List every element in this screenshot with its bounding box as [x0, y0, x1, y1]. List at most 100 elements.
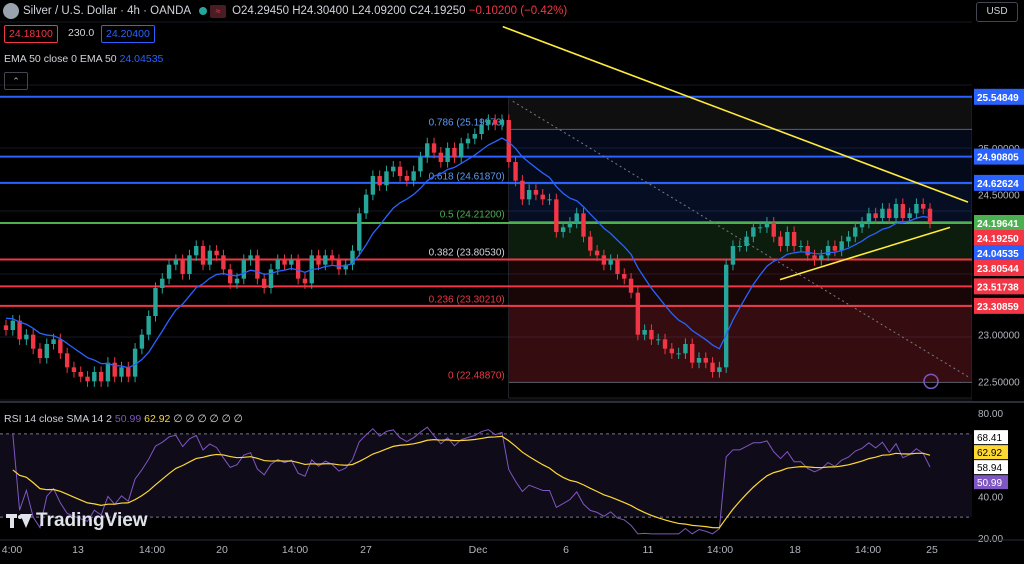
candle-body [723, 264, 729, 368]
candle-body [921, 204, 926, 209]
candle-body [30, 334, 36, 349]
price-level-label: 24.19641 [977, 219, 1019, 230]
candles-group [3, 114, 933, 387]
price-level-label-bg [974, 260, 1024, 277]
chart-header: Silver / U.S. Dollar · 4h · OANDA ≈ O24.… [0, 0, 567, 22]
candle-body [853, 227, 858, 237]
candle-body [622, 274, 627, 279]
ohlc-high: H24.30400 [292, 5, 349, 17]
candle-body [132, 348, 138, 377]
candle-body [180, 260, 185, 274]
candle-body [710, 362, 715, 372]
tradingview-brand-text: TradingView [36, 510, 148, 531]
candle-body [105, 362, 111, 382]
currency-button[interactable]: USD [976, 2, 1018, 22]
candle-body [567, 222, 573, 228]
candle-body [58, 339, 63, 354]
price-level-label: 23.80544 [977, 264, 1019, 275]
time-axis-tick: 4:00 [2, 544, 23, 556]
candle-body [119, 367, 124, 377]
market-open-dot-icon [199, 7, 208, 15]
spread-value: 230.0 [68, 27, 95, 39]
candle-body [438, 152, 444, 162]
candle-body [757, 227, 763, 229]
dotted-diagonal-line [512, 100, 969, 378]
tradingview-logo: TradingView [6, 510, 148, 532]
candle-body [771, 222, 776, 237]
rsi-legend-extras: ∅ ∅ ∅ ∅ ∅ ∅ [173, 413, 243, 425]
time-axis-tick: Dec [469, 544, 488, 556]
candle-body [350, 250, 355, 265]
candle-body [846, 236, 851, 242]
symbol-title[interactable]: Silver / U.S. Dollar · 4h · OANDA [23, 5, 192, 17]
ohlc-low: L24.09200 [351, 5, 407, 17]
rsi-sma-line [12, 435, 931, 529]
candle-body [893, 204, 899, 218]
rsi-legend[interactable]: RSI 14 close SMA 14 2 50.99 62.92 ∅ ∅ ∅ … [4, 413, 243, 425]
candle-body [295, 260, 301, 279]
candle-body [98, 372, 104, 382]
rsi-value-label: 50.99 [977, 478, 1002, 489]
price-level-label-bg [974, 148, 1024, 165]
price-level-label: 24.19250 [977, 234, 1019, 245]
candle-body [17, 320, 22, 340]
price-level-label-bg [974, 297, 1024, 314]
price-level-label-bg [974, 230, 1024, 247]
candle-body [737, 246, 742, 247]
price-axis-tick: 22.50000 [978, 377, 1020, 388]
time-axis-tick: 14:00 [139, 544, 165, 556]
rsi-axis-tick: 80.00 [978, 409, 1003, 420]
candle-body [139, 334, 145, 349]
rsi-value-label-bg [974, 430, 1008, 445]
candle-body [812, 255, 817, 260]
ema-50-line [5, 137, 931, 369]
candle-body [628, 278, 634, 293]
candle-body [51, 339, 56, 344]
ema-legend-value: 24.04535 [119, 53, 164, 65]
candle-body [452, 148, 457, 158]
price-axis-tick: 24.50000 [978, 191, 1020, 202]
rsi-line [12, 426, 931, 535]
candle-body [730, 246, 736, 265]
candle-body [234, 278, 240, 284]
candle-body [64, 353, 70, 368]
candle-body [839, 241, 844, 251]
price-axis-tick: 23.00000 [978, 331, 1020, 342]
candle-body [690, 344, 695, 363]
waves-icon: ≈ [210, 4, 227, 18]
time-axis-tick: 11 [643, 544, 654, 556]
candle-body [873, 213, 878, 218]
candle-body [207, 250, 213, 265]
candle-body [363, 194, 369, 214]
candle-body [560, 227, 566, 232]
candle-body [228, 269, 233, 284]
candle-body [520, 180, 525, 200]
rsi-legend-label: RSI 14 close SMA 14 2 [4, 413, 112, 425]
candle-body [425, 143, 430, 158]
ema-legend[interactable]: EMA 50 close 0 EMA 50 24.04535 [4, 53, 163, 65]
bid-price-box[interactable]: 24.18100 [4, 25, 58, 43]
time-axis-tick: 25 [926, 544, 938, 556]
candle-body [221, 255, 226, 270]
candle-body [751, 227, 756, 237]
ask-price-box[interactable]: 24.20400 [101, 25, 155, 43]
rsi-legend-value: 50.99 [114, 413, 142, 425]
price-level-label: 23.30859 [977, 302, 1019, 313]
candle-body [459, 143, 464, 158]
candle-body [336, 260, 342, 270]
candle-body [357, 213, 362, 251]
collapse-chevron-icon[interactable]: ⌃ [4, 72, 28, 90]
candle-body [37, 348, 43, 358]
candle-body [601, 255, 607, 265]
fib-label: 0.236 (23.30210) [429, 294, 505, 305]
candle-body [71, 367, 77, 372]
candle-body [187, 255, 192, 274]
candle-body [479, 124, 484, 134]
candle-body [588, 236, 593, 251]
time-axis-tick: 27 [360, 544, 372, 556]
price-level-label-bg [974, 245, 1024, 262]
candle-body [268, 269, 274, 288]
candle-body [200, 246, 206, 265]
